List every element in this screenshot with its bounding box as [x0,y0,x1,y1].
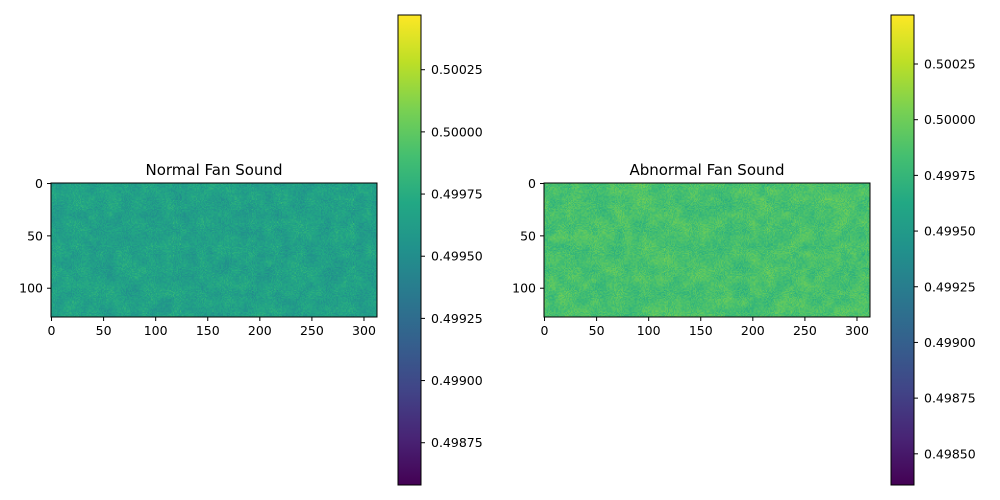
heatmap-panel-1: Normal Fan Sound 0 50 100 150 200 250 300 0 50 100… [19,14,483,486]
heatmap-panel-2: Abnormal Fan Sound 0 50 100 150 200 250 300 0 50 1… [512,14,976,486]
axes-frame [50,182,378,318]
y-tick-label: 50 [27,228,43,243]
colorbar-tick-label: 0.50000 [431,124,483,139]
x-tick-label: 250 [300,323,324,338]
colorbar-tick-label: 0.50000 [924,112,976,127]
heatmap-image [51,183,377,317]
x-tick-label: 150 [689,323,713,338]
colorbar [398,15,421,485]
y-tick-label: 0 [35,176,43,191]
x-tick-label: 200 [248,323,272,338]
x-tick-label: 300 [352,323,376,338]
x-tick-label: 100 [144,323,168,338]
colorbar-tick-label: 0.49875 [431,435,483,450]
colorbar-tick-label: 0.49975 [924,168,976,183]
colorbar-tick-label: 0.49975 [431,187,483,202]
axes-frame [543,182,871,318]
chart-title: Abnormal Fan Sound [629,161,784,179]
y-tick-label: 100 [19,281,43,296]
colorbar-tick-label: 0.49950 [924,224,976,239]
colorbar-tick-label: 0.49925 [924,279,976,294]
colorbar-tick-label: 0.49950 [431,249,483,264]
x-tick-label: 50 [589,323,605,338]
colorbar-tick-label: 0.49875 [924,391,976,406]
x-tick-label: 100 [637,323,661,338]
colorbar-tick-label: 0.49900 [431,373,483,388]
x-tick-label: 0 [541,323,549,338]
colorbar [891,15,914,485]
x-tick-label: 150 [196,323,220,338]
colorbar-tick-label: 0.50025 [924,57,976,72]
colorbar-tick-label: 0.49925 [431,311,483,326]
colorbar-tick-label: 0.49850 [924,446,976,461]
x-tick-label: 200 [741,323,765,338]
heatmap-image [544,183,870,317]
y-tick-label: 100 [512,281,536,296]
colorbar-tick-label: 0.49900 [924,335,976,350]
y-tick-label: 0 [528,176,536,191]
x-tick-label: 300 [845,323,869,338]
y-tick-label: 50 [520,228,536,243]
colorbar-frame [890,14,915,486]
x-tick-label: 0 [48,323,56,338]
x-tick-label: 250 [793,323,817,338]
colorbar-frame [397,14,422,486]
colorbar-tick-label: 0.50025 [431,62,483,77]
chart-title: Normal Fan Sound [146,161,283,179]
x-tick-label: 50 [96,323,112,338]
